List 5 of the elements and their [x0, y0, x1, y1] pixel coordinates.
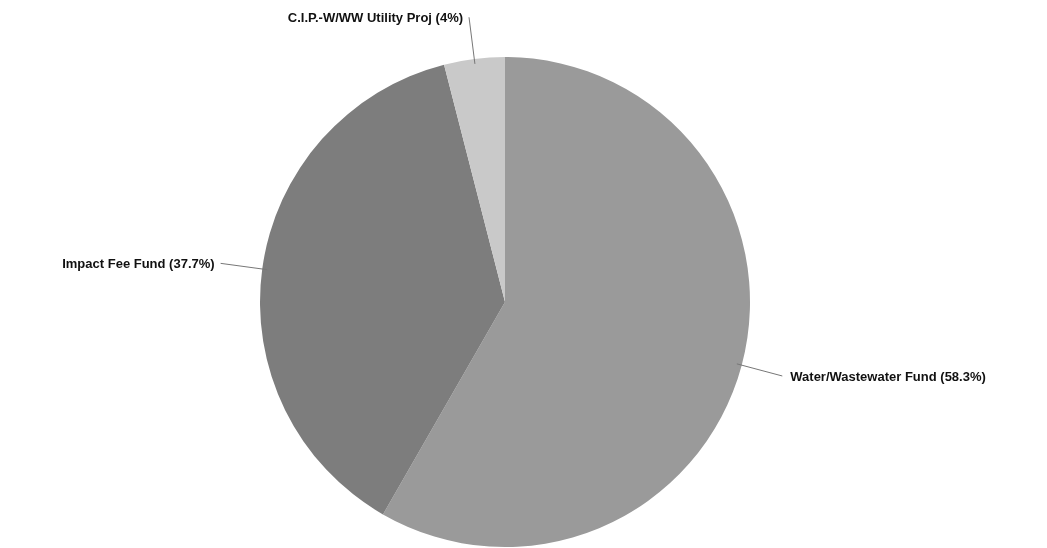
pie-slice [444, 57, 505, 302]
slice-label: Impact Fee Fund (37.7%) [62, 255, 215, 271]
slice-label: Water/Wastewater Fund (58.3%) [790, 368, 986, 384]
pie-slice [382, 57, 750, 547]
slice-label: C.I.P.-W/WW Utility Proj (4%) [287, 9, 464, 25]
